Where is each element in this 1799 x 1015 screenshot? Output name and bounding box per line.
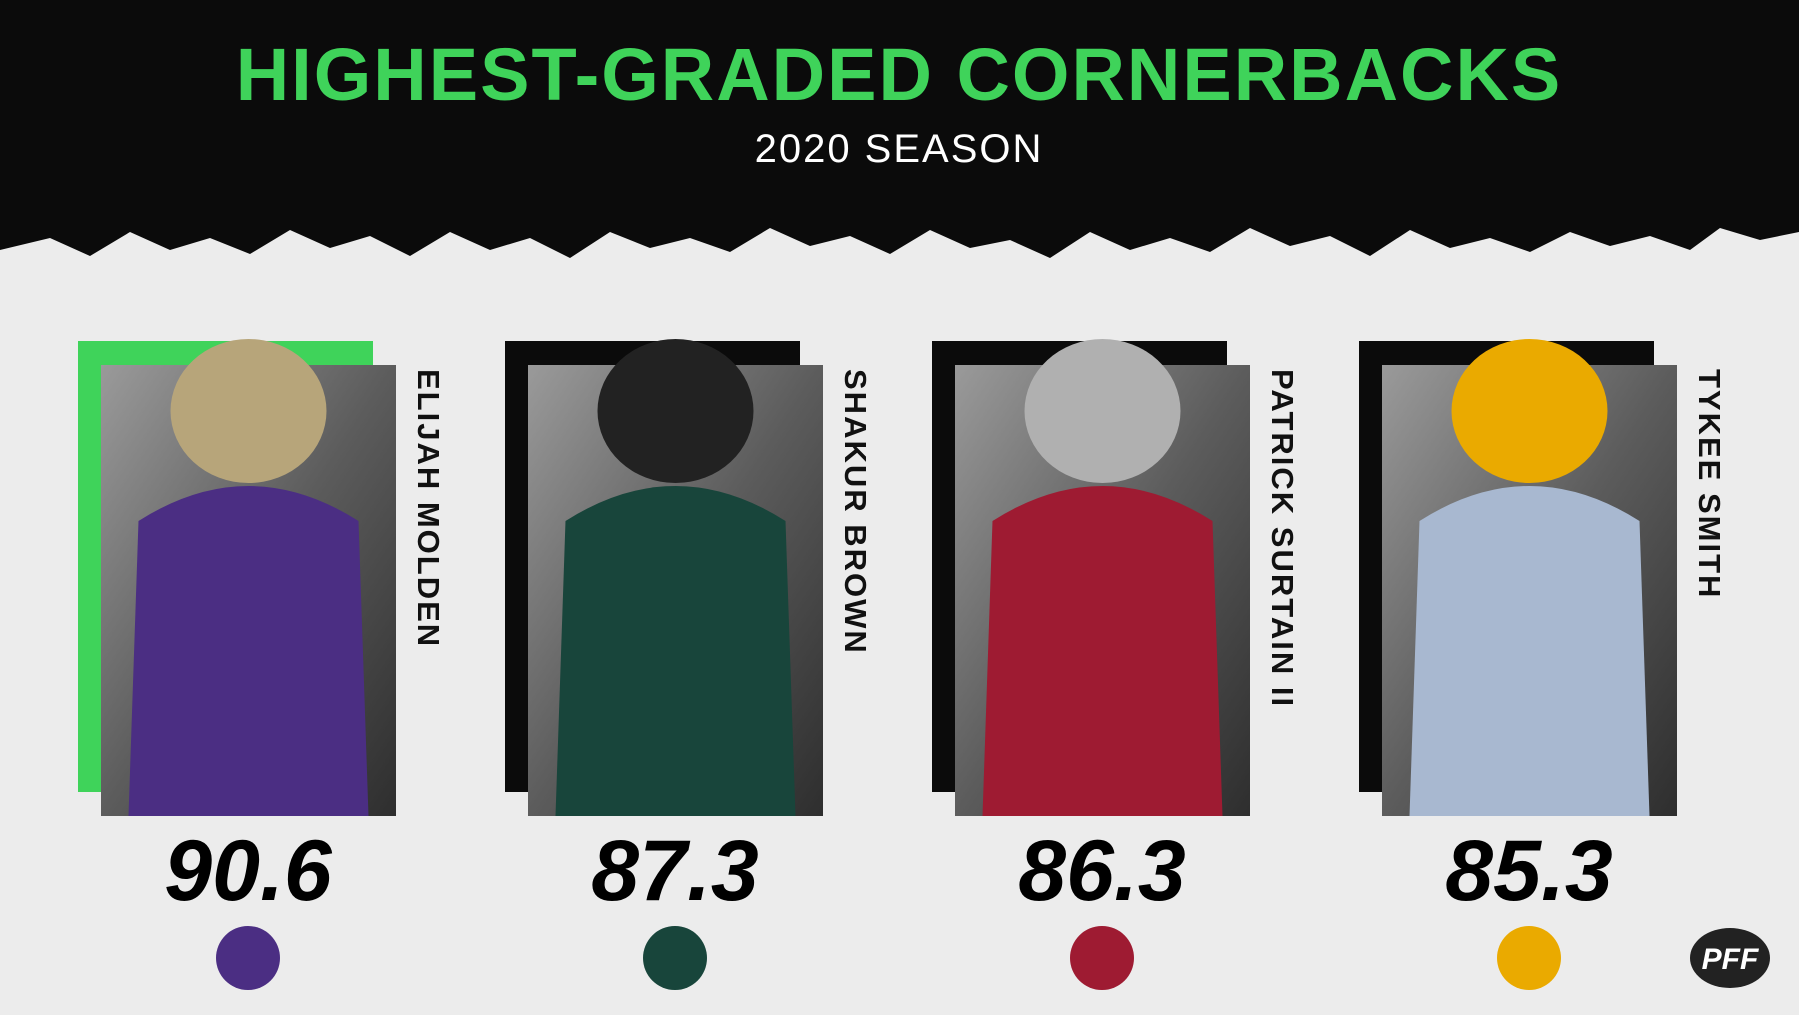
player-name: SHAKUR BROWN (838, 369, 873, 655)
player-card: PATRICK SURTAIN II 86.3 (932, 339, 1300, 990)
player-grade: 85.3 (1445, 823, 1612, 919)
player-card: ELIJAH MOLDEN 90.6 (78, 339, 446, 990)
player-body (128, 486, 369, 816)
player-body (1409, 486, 1650, 816)
player-grade: 90.6 (164, 823, 333, 919)
title: HIGHEST-GRADED CORNERBACKS (236, 33, 1563, 116)
team-logo (1070, 926, 1134, 990)
player-card: TYKEE SMITH 85.3 (1359, 339, 1727, 990)
team-logo (1497, 926, 1561, 990)
player-card: SHAKUR BROWN 87.3 (505, 339, 873, 990)
header-band (0, 0, 1799, 258)
brand-logo (1690, 928, 1770, 988)
player-body (555, 486, 796, 816)
player-name: ELIJAH MOLDEN (411, 369, 446, 648)
player-helmet (1024, 339, 1181, 483)
player-helmet (1451, 339, 1608, 483)
team-logo (643, 926, 707, 990)
brand-text: PFF (1702, 943, 1759, 976)
player-helmet (597, 339, 754, 483)
player-body (982, 486, 1223, 816)
team-logo (216, 926, 280, 990)
player-helmet (170, 339, 327, 483)
cards: ELIJAH MOLDEN 90.6 SHAKUR BROWN 87.3 PATRICK… (78, 339, 1727, 990)
player-grade: 87.3 (591, 823, 758, 919)
player-name: TYKEE SMITH (1692, 369, 1727, 599)
player-name: PATRICK SURTAIN II (1265, 369, 1300, 708)
subtitle: 2020 SEASON (755, 127, 1044, 171)
player-grade: 86.3 (1018, 823, 1185, 919)
